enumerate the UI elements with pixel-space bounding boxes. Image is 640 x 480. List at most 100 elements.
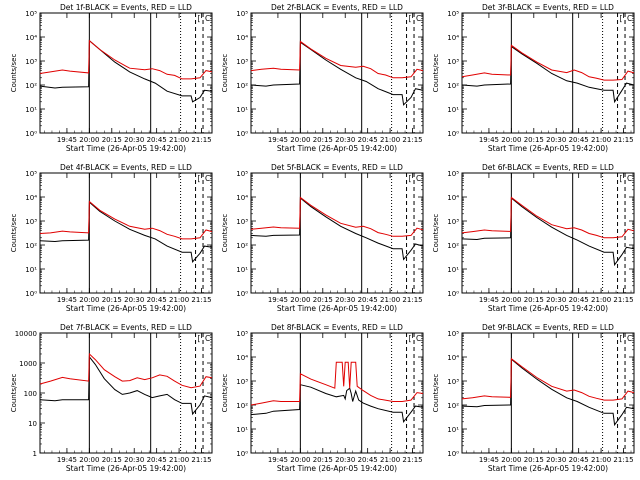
x-tick-label: 21:15 xyxy=(613,456,633,464)
x-tick-label: 21:15 xyxy=(613,296,633,304)
x-tick-label: 20:15 xyxy=(102,456,122,464)
x-tick-label: 20:15 xyxy=(524,456,544,464)
x-tick-label: 21:15 xyxy=(191,456,211,464)
x-axis-label: Start Time (26-Apr-05 19:42:00) xyxy=(277,144,397,153)
chart-title: Det 6f-BLACK = Events, RED = LLD xyxy=(482,163,614,172)
x-tick-label: 19:45 xyxy=(479,136,499,144)
chart-title: Det 9f-BLACK = Events, RED = LLD xyxy=(482,323,614,332)
y-axis-label: Counts/sec xyxy=(432,214,440,253)
x-tick-label: 21:00 xyxy=(169,456,189,464)
series-line-events xyxy=(250,41,424,106)
series-line-events xyxy=(461,197,635,267)
x-tick-label: 21:00 xyxy=(591,456,611,464)
y-tick-label: 10⁰ xyxy=(236,130,248,138)
x-tick-label: 19:45 xyxy=(268,136,288,144)
y-tick-label: 10⁴ xyxy=(236,354,248,362)
x-tick-label: 20:00 xyxy=(79,296,99,304)
series-line-lld xyxy=(39,39,213,80)
flag-marker: C xyxy=(416,14,421,23)
flag-marker: [ xyxy=(620,334,623,343)
chart-panel-3: Det 3f-BLACK = Events, RED = LLD 10⁰ 10¹ 10… xyxy=(432,3,635,153)
y-tick-label: 10000 xyxy=(15,330,37,338)
x-axis-label: Start Time (26-Apr-05 19:42:00) xyxy=(66,464,186,473)
x-tick-label: 20:45 xyxy=(569,296,589,304)
series-line-events xyxy=(39,39,213,103)
x-tick-label: 20:45 xyxy=(147,136,167,144)
y-tick-label: 10² xyxy=(25,82,37,90)
flag-marker: [ xyxy=(198,334,201,343)
flag-marker: [ xyxy=(409,334,412,343)
x-tick-label: 21:00 xyxy=(169,296,189,304)
x-tick-label: 20:15 xyxy=(102,136,122,144)
flag-marker: [ xyxy=(198,174,201,183)
x-tick-label: 20:15 xyxy=(524,136,544,144)
x-tick-label: 21:00 xyxy=(380,456,400,464)
flag-marker: [ xyxy=(620,174,623,183)
plot-frame xyxy=(39,172,213,294)
x-tick-label: 20:00 xyxy=(290,296,310,304)
flag-marker: C xyxy=(205,174,210,183)
x-tick-label: 19:45 xyxy=(479,296,499,304)
x-tick-label: 21:00 xyxy=(380,296,400,304)
x-tick-label: 20:45 xyxy=(569,136,589,144)
series-line-events xyxy=(39,355,213,416)
chart-panel-7: Det 7f-BLACK = Events, RED = LLD 1 10 100 10… xyxy=(10,323,213,473)
x-tick-label: 20:30 xyxy=(124,296,144,304)
x-tick-label: 20:30 xyxy=(335,136,355,144)
series-line-lld xyxy=(461,196,635,239)
y-axis-label: Counts/sec xyxy=(432,374,440,413)
x-tick-label: 21:15 xyxy=(402,296,422,304)
x-tick-label: 21:15 xyxy=(402,136,422,144)
x-tick-label: 19:45 xyxy=(268,456,288,464)
series-line-lld xyxy=(250,196,424,237)
flag-marker: [ xyxy=(409,174,412,183)
series-line-lld xyxy=(461,357,635,401)
plot-frame xyxy=(39,332,213,454)
series-line-events xyxy=(461,45,635,104)
series-line-events xyxy=(39,201,213,263)
y-tick-label: 10⁵ xyxy=(236,10,248,18)
y-tick-label: 10³ xyxy=(447,218,459,226)
y-tick-label: 10⁰ xyxy=(447,450,459,458)
x-tick-label: 20:45 xyxy=(569,456,589,464)
x-tick-label: 20:30 xyxy=(124,136,144,144)
y-tick-label: 10⁵ xyxy=(447,10,459,18)
x-tick-label: 20:15 xyxy=(102,296,122,304)
x-tick-label: 21:15 xyxy=(191,296,211,304)
x-tick-label: 21:15 xyxy=(402,456,422,464)
y-tick-label: 10³ xyxy=(447,58,459,66)
y-tick-label: 10⁰ xyxy=(236,450,248,458)
chart-panel-9: Det 9f-BLACK = Events, RED = LLD 10⁰ 10¹ 10… xyxy=(432,323,635,473)
x-axis-label: Start Time (26-Apr-05 19:42:00) xyxy=(488,464,608,473)
y-tick-label: 10³ xyxy=(25,218,37,226)
x-tick-label: 20:45 xyxy=(358,136,378,144)
x-axis-label: Start Time (26-Apr-05 19:42:00) xyxy=(488,144,608,153)
x-tick-label: 20:00 xyxy=(290,456,310,464)
y-tick-label: 10⁰ xyxy=(25,130,37,138)
y-tick-label: 10⁴ xyxy=(25,34,37,42)
x-axis-label: Start Time (26-Apr-05 19:42:00) xyxy=(488,304,608,313)
chart-panel-6: Det 6f-BLACK = Events, RED = LLD 10⁰ 10¹ 10… xyxy=(432,163,635,313)
chart-panel-2: Det 2f-BLACK = Events, RED = LLD 10⁰ 10¹ 10… xyxy=(221,3,424,153)
y-tick-label: 10⁵ xyxy=(25,170,37,178)
flag-marker: C xyxy=(627,174,632,183)
y-axis-label: Counts/sec xyxy=(432,54,440,93)
flag-marker: C xyxy=(627,334,632,343)
plot-frame xyxy=(250,172,424,294)
y-tick-label: 10² xyxy=(447,82,459,90)
x-tick-label: 20:00 xyxy=(501,136,521,144)
chart-title: Det 4f-BLACK = Events, RED = LLD xyxy=(60,163,192,172)
x-axis-label: Start Time (26-Apr-05 19:42:00) xyxy=(66,144,186,153)
x-tick-label: 20:00 xyxy=(501,296,521,304)
x-tick-label: 21:00 xyxy=(380,136,400,144)
y-tick-label: 10⁴ xyxy=(236,194,248,202)
y-tick-label: 10⁵ xyxy=(447,170,459,178)
series-line-lld xyxy=(461,44,635,81)
x-tick-label: 19:45 xyxy=(57,456,77,464)
y-axis-label: Counts/sec xyxy=(10,54,18,93)
y-tick-label: 10⁰ xyxy=(447,130,459,138)
y-axis-label: Counts/sec xyxy=(221,374,229,413)
x-tick-label: 20:30 xyxy=(546,296,566,304)
chart-panel-5: Det 5f-BLACK = Events, RED = LLD 10⁰ 10¹ 10… xyxy=(221,163,424,313)
y-tick-label: 10¹ xyxy=(236,266,248,274)
